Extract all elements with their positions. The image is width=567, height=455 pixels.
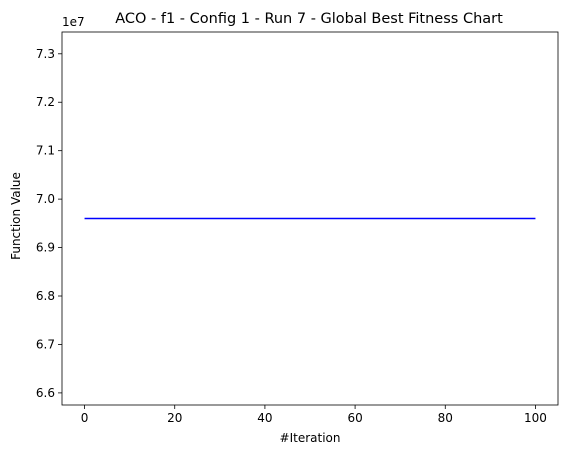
chart-title: ACO - f1 - Config 1 - Run 7 - Global Bes… <box>115 11 503 27</box>
x-axis-label: #Iteration <box>280 431 341 445</box>
y-tick-label: 7.0 <box>36 192 55 206</box>
x-tick-label: 0 <box>81 411 89 425</box>
x-tick-label: 60 <box>347 411 362 425</box>
x-tick-label: 40 <box>257 411 272 425</box>
y-tick-label: 6.7 <box>36 337 55 351</box>
y-tick-label: 6.6 <box>36 386 55 400</box>
y-tick-label: 6.8 <box>36 289 55 303</box>
x-tick-label: 100 <box>524 411 547 425</box>
y-tick-label: 6.9 <box>36 241 55 255</box>
plot-area: 0 20 40 60 80 100 6.6 6.7 6.8 6.9 7.0 7.1 7.2 7.3 <box>36 31 559 425</box>
y-axis-label: Function Value <box>9 172 23 260</box>
y-tick-label: 7.3 <box>36 47 55 61</box>
y-tick-label: 7.1 <box>36 144 55 158</box>
x-tick-label: 20 <box>167 411 182 425</box>
plot-frame <box>61 31 559 406</box>
y-tick-label: 7.2 <box>36 95 55 109</box>
y-axis-offset-label: 1e7 <box>62 15 85 29</box>
x-tick-label: 80 <box>438 411 453 425</box>
